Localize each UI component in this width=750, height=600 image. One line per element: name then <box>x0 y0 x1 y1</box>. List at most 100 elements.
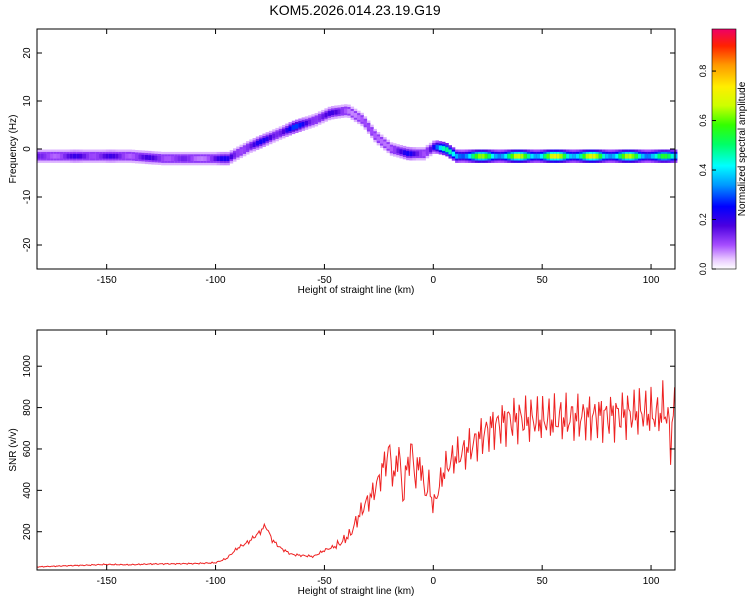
spectrogram-cell <box>523 153 528 159</box>
spectrogram-cell <box>203 156 208 161</box>
spectrogram-cell <box>69 153 74 159</box>
spectrogram-cell <box>135 154 139 160</box>
spectrogram-cell <box>357 115 361 120</box>
spectrogram-cell <box>327 111 332 116</box>
spectrogram-cell <box>572 153 577 159</box>
spectrogram-cell <box>86 153 90 159</box>
spectrogram-cell <box>673 153 678 159</box>
spectrogram-cell <box>373 133 377 138</box>
spectrogram-cell <box>344 108 348 114</box>
spectrogram-cell <box>255 140 260 146</box>
spectrogram-cell <box>376 136 381 142</box>
spectrogram-cell <box>536 153 541 159</box>
spectrogram-cell <box>350 110 355 116</box>
spectrogram-cell <box>507 153 511 159</box>
colorbar-tick-label: 0.0 <box>698 263 708 276</box>
spectrogram-cell <box>582 153 586 159</box>
spectrogram-cell <box>664 153 668 159</box>
snr-plot-area <box>37 330 675 570</box>
spectrogram-cell <box>246 145 250 151</box>
spectrogram-cell <box>448 149 452 155</box>
spectrogram-cell <box>481 153 485 159</box>
colorbar-tick-label: 0.8 <box>698 65 708 78</box>
spectrogram-cell <box>471 153 475 159</box>
spectrogram-cell <box>477 153 482 159</box>
spectrogram-cell <box>605 153 609 159</box>
spectrogram-y-tick-label: 20 <box>22 47 33 59</box>
snr-x-tick-label: 100 <box>643 576 660 587</box>
spectrogram-cell <box>89 153 93 159</box>
spectrogram-cell <box>265 136 270 142</box>
spectrogram-cell <box>46 153 51 159</box>
spectrogram-cell <box>66 153 70 159</box>
snr-y-tick-label: 800 <box>22 399 33 416</box>
spectrogram-cell <box>654 153 658 159</box>
spectrogram-cell <box>128 153 132 159</box>
spectrogram-cell <box>347 108 351 114</box>
spectrogram-cell <box>151 155 155 161</box>
spectrogram-cell <box>301 121 306 127</box>
spectrogram-cell <box>105 153 110 159</box>
snr-x-tick-label: -50 <box>317 576 332 587</box>
spectrogram-cell <box>422 151 426 157</box>
spectrogram-cell <box>438 145 443 151</box>
spectrogram-cell <box>121 153 126 159</box>
spectrogram-cell <box>579 153 583 159</box>
snr-x-tick-label: -150 <box>97 576 117 587</box>
spectrogram-cell <box>170 156 175 161</box>
spectrogram-cell <box>474 153 479 159</box>
colorbar-tick-label: 0.2 <box>698 213 708 226</box>
spectrogram-cell <box>660 153 665 159</box>
spectrogram-cell <box>624 153 629 159</box>
spectrogram-cell <box>491 153 495 159</box>
spectrogram-cell <box>259 139 263 145</box>
spectrogram-cell <box>556 153 560 159</box>
spectrogram-cell <box>324 112 328 118</box>
spectrogram-cell <box>566 153 570 159</box>
spectrogram-cell <box>370 129 374 134</box>
spectrogram-cell <box>559 153 564 159</box>
spectrogram-cell <box>598 153 603 159</box>
spectrogram-cell <box>95 153 100 159</box>
spectrogram-cell <box>360 117 364 122</box>
spectrogram-cell <box>321 114 325 119</box>
spectrogram-cell <box>242 147 247 152</box>
spectrogram-cell <box>334 109 338 115</box>
spectrogram-cell <box>210 156 214 161</box>
spectrogram-cell <box>621 153 626 159</box>
spectrogram-cell <box>530 153 534 159</box>
spectrogram-cell <box>37 153 41 159</box>
spectrogram-cell <box>445 147 449 153</box>
spectrogram-cell <box>43 153 47 159</box>
spectrogram-cell <box>102 153 106 159</box>
spectrogram-cell <box>631 153 635 159</box>
spectrogram-cell <box>295 123 299 129</box>
snr-x-tick-label: 0 <box>431 576 437 587</box>
spectrogram-cell <box>540 153 544 159</box>
spectrogram-cell <box>575 153 580 159</box>
spectrogram-cell <box>618 153 622 159</box>
spectrogram-cell <box>180 156 185 161</box>
spectrogram-cell <box>497 153 501 159</box>
spectrogram-x-tick-label: -100 <box>206 275 226 286</box>
spectrogram-cell <box>311 118 315 124</box>
spectrogram-cell <box>386 144 390 149</box>
spectrogram-cell <box>118 153 123 159</box>
spectrogram-cell <box>236 150 240 156</box>
spectrogram-cell <box>108 153 113 159</box>
spectrogram-cell <box>275 132 279 137</box>
spectrogram-cell <box>291 125 296 130</box>
spectrogram-cell <box>494 153 498 159</box>
spectrogram-cell <box>589 153 593 159</box>
spectrogram-cell <box>239 149 243 154</box>
spectrogram-cell <box>647 153 652 159</box>
colorbar-tick-label: 0.6 <box>698 114 708 127</box>
spectrogram-cell <box>288 126 292 132</box>
spectrogram-cell <box>193 156 198 161</box>
spectrogram-x-tick-label: 100 <box>643 275 660 286</box>
spectrogram-cell <box>252 142 257 148</box>
spectrogram-cell <box>112 153 116 159</box>
spectrogram-cell <box>272 133 276 139</box>
spectrogram-cell <box>278 130 283 136</box>
